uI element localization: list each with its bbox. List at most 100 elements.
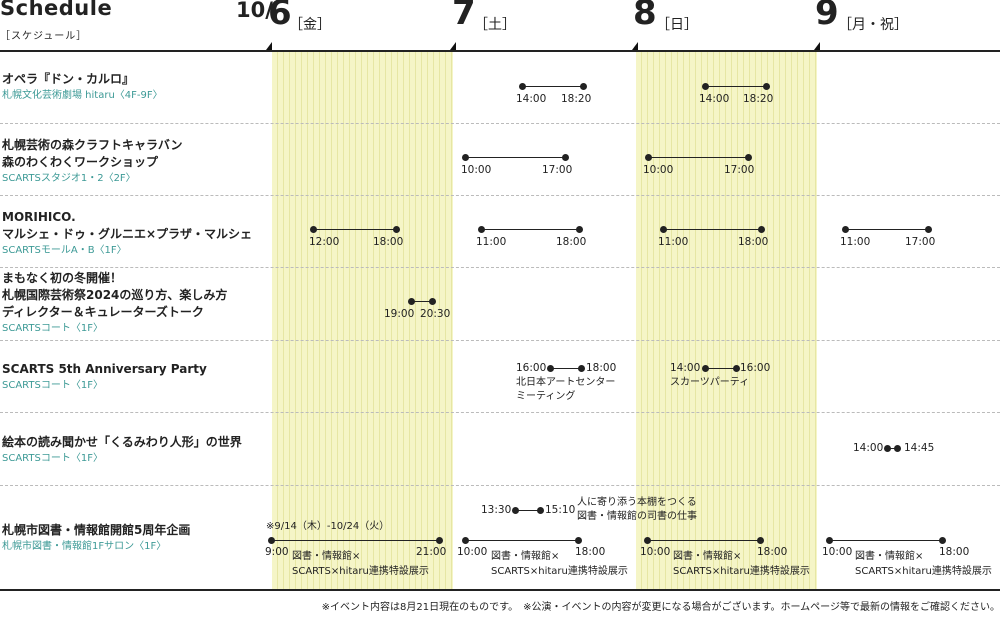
end-dot (436, 537, 443, 544)
schedule-title: Schedule (0, 0, 112, 20)
timeline-bar (551, 368, 581, 369)
start-time: 14:00 (699, 93, 729, 105)
event-title-marche: マルシェ・ドゥ・グルニエ×プラザ・マルシェ (2, 226, 252, 242)
row-divider (0, 267, 1000, 268)
event-title-party: SCARTS 5th Anniversary Party (2, 361, 207, 377)
end-dot (757, 537, 764, 544)
exhibit-label-line1: 図書・情報館× (673, 550, 741, 564)
day-7-marker (450, 42, 456, 50)
row-divider (0, 123, 1000, 124)
exhibit-label-line1: 図書・情報館× (292, 550, 360, 564)
end-time: 18:00 (556, 236, 586, 248)
end-dot (894, 445, 901, 452)
event-venue-talk: SCARTSコート〈1F〉 (2, 322, 103, 336)
end-dot (575, 537, 582, 544)
end-time: 18:20 (743, 93, 773, 105)
day-8-number: 8 (633, 0, 657, 35)
event-venue-marche: SCARTSモールA・B〈1F〉 (2, 244, 127, 258)
event-venue-ehon: SCARTSコート〈1F〉 (2, 452, 103, 466)
start-time: 10:00 (461, 164, 491, 176)
end-dot (576, 226, 583, 233)
end-dot (578, 365, 585, 372)
start-dot (512, 507, 519, 514)
start-dot (519, 83, 526, 90)
timeline-bar (482, 229, 580, 230)
end-time: 18:00 (757, 546, 787, 558)
timeline-bar (705, 86, 767, 87)
end-dot (562, 154, 569, 161)
start-dot (547, 365, 554, 372)
start-dot (478, 226, 485, 233)
start-time: 14:00 (670, 362, 700, 374)
event-title-talk: 札幌国際芸術祭2024の巡り方、楽しみ方 (2, 287, 227, 303)
start-dot (842, 226, 849, 233)
end-time: 14:45 (904, 442, 934, 454)
start-dot (826, 537, 833, 544)
end-time: 20:30 (420, 308, 450, 320)
end-time: 17:00 (724, 164, 754, 176)
library-talk-note-line1: 人に寄り添う本棚をつくる (577, 496, 697, 510)
start-dot (462, 537, 469, 544)
start-dot (702, 83, 709, 90)
end-time: 18:00 (738, 236, 768, 248)
timeline-bar (272, 540, 440, 541)
start-time: 10:00 (643, 164, 673, 176)
start-time: 13:30 (481, 504, 511, 516)
event-venue-craft: SCARTSスタジオ1・2〈2F〉 (2, 172, 136, 186)
start-time: 11:00 (476, 236, 506, 248)
day-6-weekday: ［金］ (289, 14, 331, 34)
day-8-marker (632, 42, 638, 50)
day-7-weekday: ［土］ (474, 14, 516, 34)
day-6-marker (266, 42, 272, 50)
day-8-weekday: ［日］ (656, 14, 698, 34)
event-title-library: 札幌市図書・情報館開館5周年企画 (2, 522, 190, 538)
end-time: 21:00 (416, 546, 446, 558)
start-dot (268, 537, 275, 544)
timeline-bar (314, 229, 397, 230)
event-title-ehon: 絵本の読み聞かせ「くるみわり人形」の世界 (2, 434, 242, 450)
footer-rule (0, 589, 1000, 591)
start-time: 9:00 (265, 546, 289, 558)
end-time: 18:20 (561, 93, 591, 105)
exhibit-label-line1: 図書・情報館× (491, 550, 559, 564)
start-time: 10:00 (457, 546, 487, 558)
start-dot (408, 298, 415, 305)
start-dot (645, 154, 652, 161)
end-time: 16:00 (740, 362, 770, 374)
party-note-line1: 北日本アートセンター (516, 376, 615, 390)
timeline-bar (648, 540, 761, 541)
day-6-band (272, 52, 453, 590)
end-dot (537, 507, 544, 514)
start-dot (660, 226, 667, 233)
end-dot (580, 83, 587, 90)
row-divider (0, 340, 1000, 341)
end-time: 18:00 (939, 546, 969, 558)
event-venue-library: 札幌市図書・情報館1Fサロン〈1F〉 (2, 540, 166, 554)
start-time: 16:00 (516, 362, 546, 374)
exhibit-label-line2: SCARTS×hitaru連携特設展示 (855, 565, 992, 579)
timeline-bar (664, 229, 762, 230)
start-dot (884, 445, 891, 452)
party-note-line2: ミーティング (516, 390, 575, 404)
end-dot (925, 226, 932, 233)
day-7-number: 7 (452, 0, 476, 35)
timeline-bar (466, 540, 579, 541)
end-time: 18:00 (586, 362, 616, 374)
start-time: 10:00 (822, 546, 852, 558)
party-note-d8: スカーツパーティ (670, 376, 749, 390)
end-dot (758, 226, 765, 233)
start-dot (462, 154, 469, 161)
end-time: 17:00 (905, 236, 935, 248)
end-dot (939, 537, 946, 544)
end-time: 17:00 (542, 164, 572, 176)
timeline-bar (846, 229, 929, 230)
start-time: 10:00 (640, 546, 670, 558)
exhibit-label-line2: SCARTS×hitaru連携特設展示 (491, 565, 628, 579)
day-9-marker (814, 42, 820, 50)
end-time: 18:00 (373, 236, 403, 248)
event-title-talk-intro: まもなく初の冬開催！ (2, 270, 122, 286)
start-time: 11:00 (840, 236, 870, 248)
start-time: 14:00 (853, 442, 883, 454)
day-9-weekday: ［月・祝］ (838, 14, 908, 34)
end-dot (429, 298, 436, 305)
